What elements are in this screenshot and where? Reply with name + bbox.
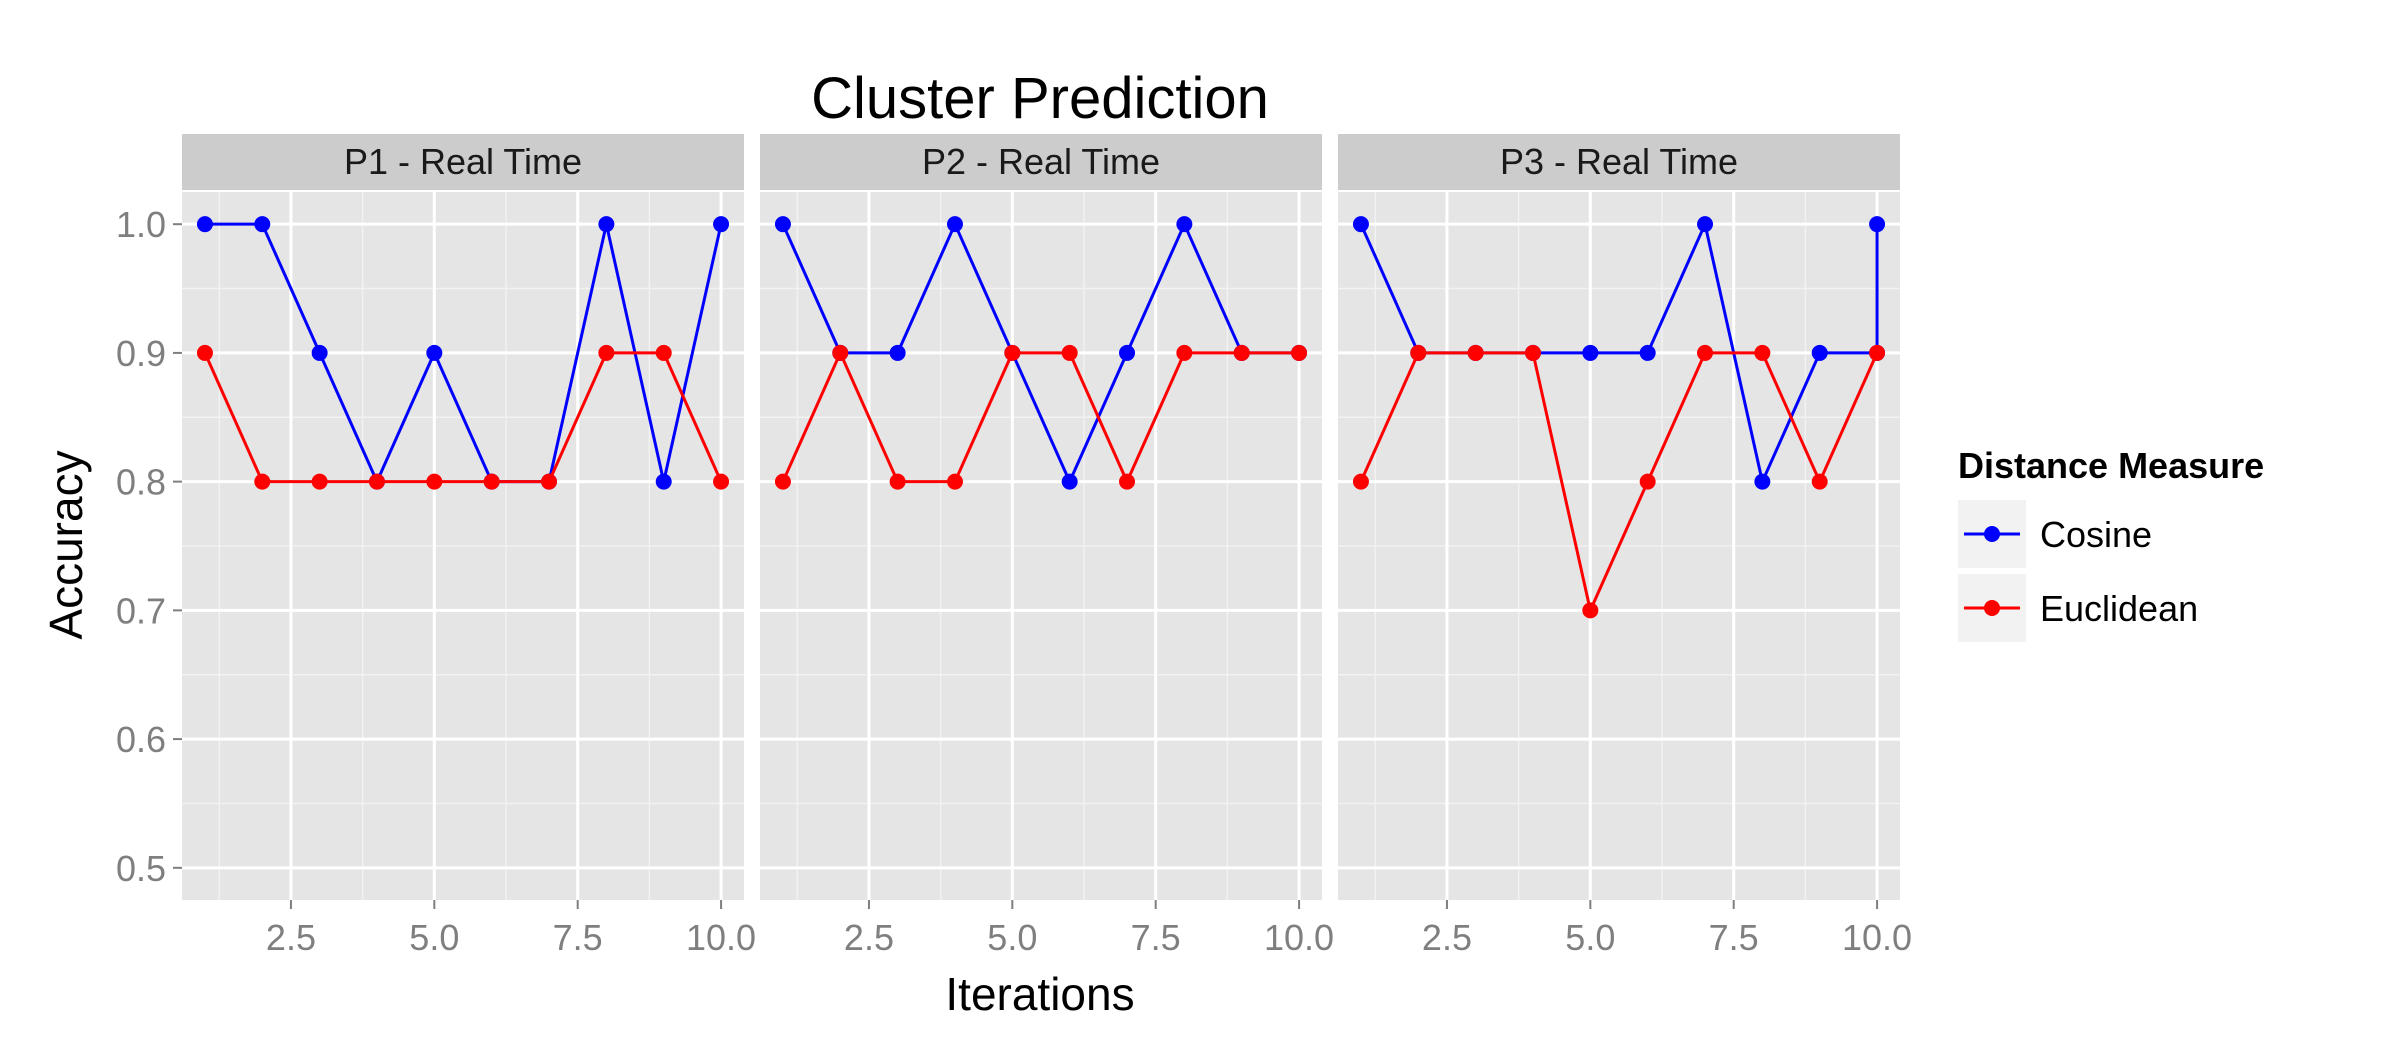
facet-panel: P3 - Real Time 2.5 5.0 7.5 10.0 (1338, 134, 1912, 958)
euclidean-data-point (1352, 473, 1369, 490)
cosine-data-point (426, 344, 443, 361)
euclidean-data-point (1004, 344, 1021, 361)
y-tick-label: 1.0 (116, 204, 166, 245)
euclidean-data-point (311, 473, 328, 490)
facet-strip (760, 134, 1322, 190)
cosine-data-point (655, 473, 672, 490)
euclidean-data-point (1639, 473, 1656, 490)
euclidean-series-line (781, 351, 1300, 484)
euclidean-data-point (713, 473, 730, 490)
facet-strip (1338, 134, 1900, 190)
legend-key-point (1984, 526, 2000, 542)
euclidean-data-point (1524, 344, 1541, 361)
euclidean-data-point (426, 473, 443, 490)
cosine-data-point (1061, 473, 1078, 490)
euclidean-data-point (598, 344, 615, 361)
euclidean-data-point (1233, 344, 1250, 361)
euclidean-data-point (1176, 344, 1193, 361)
cosine-data-point (254, 216, 271, 233)
cosine-data-point (889, 344, 906, 361)
cosine-data-point (713, 216, 730, 233)
cosine-data-point (1639, 344, 1656, 361)
legend: Distance Measure Cosine Euclidean (1958, 445, 2264, 642)
euclidean-data-point (541, 473, 558, 490)
euclidean-data-point (1061, 344, 1078, 361)
chart-title: Cluster Prediction (811, 66, 1269, 131)
x-tick-label: 2.5 (266, 917, 316, 958)
cosine-data-point (598, 216, 615, 233)
x-tick-label: 5.0 (1565, 917, 1615, 958)
x-tick-label: 7.5 (553, 917, 603, 958)
euclidean-data-point (832, 344, 849, 361)
facet-panels: P1 - Real Time 2.5 5.0 7.5 10.0 0.5 0.6 0.7 0.8 0… (116, 134, 1912, 958)
euclidean-data-point (368, 473, 385, 490)
facet-strip (182, 134, 744, 190)
euclidean-data-point (1697, 344, 1714, 361)
euclidean-data-point (1119, 473, 1136, 490)
y-tick-label: 0.8 (116, 462, 166, 503)
euclidean-data-point (1467, 344, 1484, 361)
cosine-data-point (1811, 344, 1828, 361)
cosine-data-point (946, 216, 963, 233)
cosine-data-point (1754, 473, 1771, 490)
x-tick-label: 5.0 (409, 917, 459, 958)
euclidean-data-point (655, 344, 672, 361)
x-tick-label: 2.5 (844, 917, 894, 958)
cosine-data-point (196, 216, 213, 233)
cosine-data-point (1352, 216, 1369, 233)
facet-strip-label: P1 - Real Time (344, 141, 582, 182)
cosine-data-point (311, 344, 328, 361)
euclidean-data-point (774, 473, 791, 490)
x-tick-label: 5.0 (987, 917, 1037, 958)
facet-panel: P1 - Real Time 2.5 5.0 7.5 10.0 0.5 0.6 0.7 0.8 0… (116, 134, 756, 958)
cosine-data-point (1697, 216, 1714, 233)
euclidean-series-line (1359, 351, 1879, 612)
euclidean-data-point (254, 473, 271, 490)
x-tick-label: 7.5 (1131, 917, 1181, 958)
y-axis-title: Accuracy (40, 450, 92, 639)
cosine-data-point (1119, 344, 1136, 361)
facet-panel: P2 - Real Time 2.5 5.0 7.5 10.0 (760, 134, 1334, 958)
euclidean-data-point (1811, 473, 1828, 490)
facet-strip-label: P3 - Real Time (1500, 141, 1738, 182)
x-tick-label: 10.0 (1264, 917, 1334, 958)
euclidean-series-line (203, 351, 723, 484)
cosine-data-point (1582, 344, 1599, 361)
y-tick-label: 0.9 (116, 333, 166, 374)
cosine-data-point (774, 216, 791, 233)
cosine-series-line (781, 222, 1300, 484)
euclidean-data-point (1291, 344, 1308, 361)
facet-strip-label: P2 - Real Time (922, 141, 1160, 182)
euclidean-data-point (196, 344, 213, 361)
legend-label: Cosine (2040, 514, 2152, 555)
legend-key-point (1984, 600, 2000, 616)
x-tick-label: 10.0 (1842, 917, 1912, 958)
x-axis-title: Iterations (945, 968, 1134, 1020)
y-tick-label: 0.6 (116, 719, 166, 760)
euclidean-data-point (1869, 344, 1886, 361)
euclidean-data-point (1582, 602, 1599, 619)
x-tick-label: 7.5 (1709, 917, 1759, 958)
euclidean-data-point (946, 473, 963, 490)
cosine-data-point (1869, 216, 1886, 233)
euclidean-data-point (1410, 344, 1427, 361)
euclidean-data-point (889, 473, 906, 490)
cosine-data-point (1176, 216, 1193, 233)
euclidean-data-point (483, 473, 500, 490)
y-tick-label: 0.7 (116, 590, 166, 631)
euclidean-data-point (1754, 344, 1771, 361)
legend-title: Distance Measure (1958, 445, 2264, 486)
y-tick-label: 0.5 (116, 848, 166, 889)
x-tick-label: 10.0 (686, 917, 756, 958)
x-tick-label: 2.5 (1422, 917, 1472, 958)
legend-label: Euclidean (2040, 588, 2198, 629)
